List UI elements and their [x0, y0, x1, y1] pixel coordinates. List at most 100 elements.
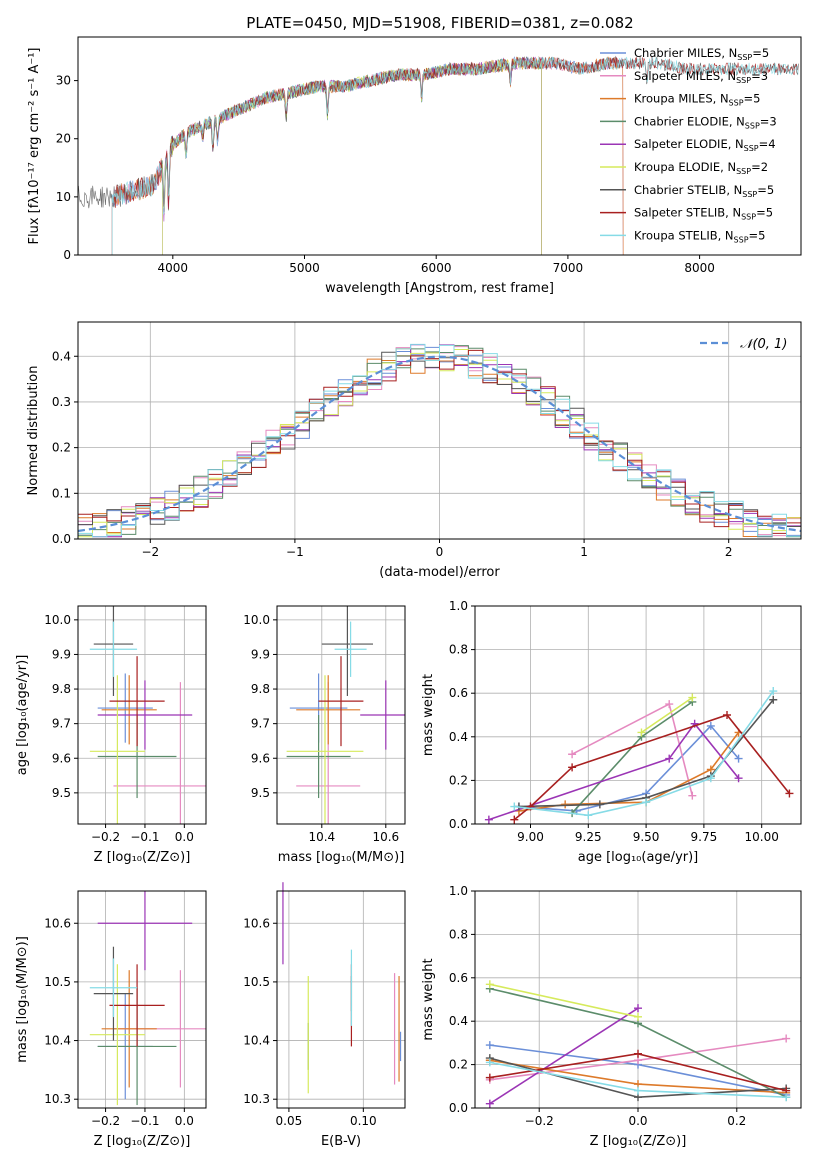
x-tick-label: 5000 — [289, 261, 320, 275]
y-tick-label: 0.2 — [449, 1058, 468, 1072]
y-axis-label: age [log₁₀(age/yr)] — [15, 655, 30, 776]
axes-frame — [474, 890, 802, 1109]
y-tick-label: 10.5 — [243, 975, 270, 989]
y-tick-label: 9.6 — [251, 751, 270, 765]
weight-lines — [485, 980, 791, 1108]
legend-entry: Salpeter MILES, NSSP=3 — [634, 69, 768, 85]
y-tick-label: 10.6 — [44, 916, 71, 930]
axes-frame — [276, 890, 406, 1109]
legend-tail: =4 — [759, 137, 776, 151]
x-axis-label: mass [log₁₀(M/M⊙)] — [278, 850, 405, 865]
y-tick-label: 9.7 — [52, 717, 71, 731]
x-tick-label: 7000 — [553, 261, 584, 275]
legend-entry: Chabrier MILES, NSSP=5 — [634, 46, 769, 62]
weight-marker — [634, 1012, 642, 1021]
y-tick-label: 0.6 — [449, 686, 468, 700]
legend-sub: SSP — [745, 121, 760, 130]
x-tick-label: 9.25 — [575, 830, 602, 844]
x-axis-label: E(B-V) — [321, 1134, 361, 1149]
spectrum-salpeter-stelib — [111, 56, 799, 255]
x-tick-label: 9.00 — [517, 830, 544, 844]
x-tick-label: 0.0 — [175, 830, 194, 844]
spectrum-panel: 4000 5000 6000 7000 8000 0 10 20 30 wavelength [A… — [27, 36, 802, 296]
legend-sub: SSP — [744, 144, 759, 153]
y-axis-label: mass weight — [421, 674, 436, 756]
weight-line-salpeter-miles — [571, 702, 694, 796]
y-tick-label: 10 — [56, 190, 71, 204]
y-axis-label: mass [log₁₀(M/M⊙)] — [15, 936, 30, 1063]
weight-marker — [634, 1004, 642, 1013]
legend-sub: SSP — [736, 76, 751, 85]
legend-entry: Salpeter STELIB, NSSP=5 — [634, 206, 773, 222]
error-bars — [286, 606, 405, 824]
weight-line-kroupa-elodie — [489, 983, 639, 1018]
weight-line-salpeter-elodie — [489, 1007, 639, 1105]
weight-line-salpeter-elodie — [488, 722, 740, 821]
y-axis-label: Normed distribution — [26, 366, 41, 496]
error-bars — [89, 606, 206, 824]
age-vs-Z-panel: −0.2 −0.1 0.0 9.5 9.6 9.7 9.8 9.9 10.0 Z [log₁₀(Z… — [15, 605, 207, 865]
weight-marker — [510, 802, 519, 811]
x-tick-label: 0.10 — [350, 1114, 377, 1128]
axes-frame — [77, 890, 207, 1109]
y-tick-label: 0.3 — [52, 395, 71, 409]
mass-vs-EBV-panel: 0.05 0.10 10.3 10.4 10.5 10.6 E(B-V) — [243, 882, 406, 1149]
weight-marker — [485, 1073, 494, 1082]
weight-marker — [688, 693, 697, 702]
weight-marker — [734, 774, 743, 783]
y-tick-label: 0.0 — [52, 532, 71, 546]
y-tick-label: 0.6 — [449, 971, 468, 985]
x-tick-label: 10.4 — [308, 830, 335, 844]
weight-marker — [634, 1049, 642, 1058]
legend-entry: Kroupa ELODIE, NSSP=2 — [634, 160, 768, 176]
spectrum-legend: Chabrier MILES, NSSP=5 Salpeter MILES, NS… — [600, 46, 777, 244]
legend-entry: Kroupa MILES, NSSP=5 — [634, 92, 760, 108]
weight-marker — [782, 1034, 791, 1043]
y-tick-label: 0.4 — [449, 730, 468, 744]
x-axis-label: Z [log₁₀(Z/Z⊙)] — [94, 1134, 191, 1149]
residual-panel: −2 −1 0 1 2 0.0 0.1 0.2 0.3 0.4 (data-model)/error… — [26, 321, 802, 580]
weight-marker — [637, 728, 646, 737]
weight-marker — [485, 980, 494, 989]
y-tick-label: 0 — [63, 248, 71, 262]
y-tick-label: 0.8 — [449, 927, 468, 941]
y-tick-label: 9.5 — [52, 786, 71, 800]
y-axis-label: Flux [fλ10⁻¹⁷ erg cm⁻² s⁻¹ A⁻¹] — [27, 48, 42, 245]
axes-frame — [276, 605, 406, 825]
x-tick-label: 8000 — [684, 261, 715, 275]
legend-sub: SSP — [734, 235, 749, 244]
y-tick-label: 0.0 — [449, 817, 468, 831]
weight-marker — [510, 815, 519, 824]
weight-marker — [484, 815, 493, 824]
weight-line-kroupa-elodie — [641, 696, 693, 734]
weight-marker — [688, 791, 697, 800]
x-tick-label: 10.00 — [745, 830, 779, 844]
mass-weight-vs-age-panel: 9.00 9.25 9.50 9.75 10.00 0.0 0.2 0.4 0.6 0.8 1.0 a… — [421, 599, 802, 865]
legend-sub: SSP — [736, 167, 751, 176]
legend-sub: SSP — [741, 213, 756, 222]
y-tick-label: 0.2 — [52, 441, 71, 455]
x-tick-label: 0.05 — [276, 1114, 303, 1128]
axes-frame — [77, 321, 802, 540]
x-tick-label: 9.50 — [633, 830, 660, 844]
mass-vs-Z-panel: −0.2 −0.1 0.0 10.3 10.4 10.5 10.6 Z [log₁₀(Z/Z⊙… — [15, 890, 207, 1149]
weight-marker — [642, 798, 651, 807]
error-bars — [282, 882, 402, 1094]
legend-tail: =2 — [751, 160, 768, 174]
weight-marker — [785, 789, 794, 798]
spectrum-kroupa-stelib — [111, 56, 799, 255]
y-tick-label: 30 — [56, 74, 71, 88]
y-tick-label: 9.8 — [251, 682, 270, 696]
y-tick-label: 0.0 — [449, 1101, 468, 1115]
legend-sub: SSP — [737, 53, 752, 62]
weight-marker — [769, 687, 778, 696]
legend-entry: Chabrier ELODIE, NSSP=3 — [634, 114, 777, 130]
y-axis-label: mass weight — [421, 958, 436, 1040]
figure-title: PLATE=0450, MJD=51908, FIBERID=0381, z=0… — [246, 14, 633, 32]
y-tick-label: 1.0 — [449, 884, 468, 898]
age-vs-mass-panel: 10.4 10.6 9.5 9.6 9.7 9.8 9.9 10.0 mass [log₁₀(M… — [243, 605, 406, 865]
x-tick-label: 2 — [725, 545, 733, 559]
x-tick-label: −0.2 — [91, 1114, 120, 1128]
legend-tail: =3 — [751, 69, 768, 83]
